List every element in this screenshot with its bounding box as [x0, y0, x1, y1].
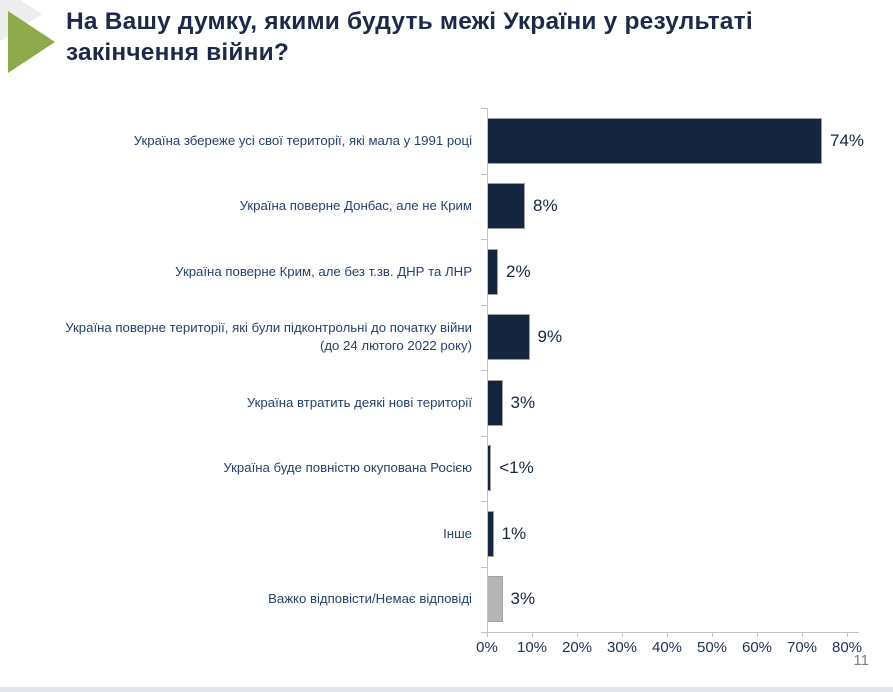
x-axis-label: 70% [786, 639, 818, 656]
y-axis-tick [481, 435, 487, 437]
y-axis-tick [481, 239, 487, 240]
value-label: 74% [830, 130, 865, 150]
x-axis-tick [487, 632, 488, 637]
x-axis-label: 30% [606, 639, 638, 656]
value-label: 8% [533, 196, 558, 216]
y-axis-tick [481, 566, 487, 568]
x-axis-label: 60% [741, 639, 773, 656]
bar [487, 117, 822, 164]
value-label: 3% [510, 392, 536, 412]
bar-row: Україна поверне території, які були підк… [65, 305, 870, 371]
bar-chart-rows: Україна збереже усі свої території, які … [65, 108, 870, 656]
category-label: Важко відповісти/Немає відповіді [268, 591, 472, 606]
y-axis-tick [481, 108, 487, 109]
x-axis-tick [532, 632, 533, 637]
x-axis-tick [667, 632, 668, 637]
x-axis-label: 10% [516, 639, 548, 656]
bar-track: 2% [487, 248, 870, 295]
bar-track: 3% [487, 576, 870, 623]
y-axis-tick [481, 173, 487, 175]
y-axis-tick [481, 632, 487, 633]
bar-track: 3% [487, 379, 870, 426]
accent-triangle-icon [8, 11, 55, 73]
category-label: Україна поверне території, які були підк… [65, 319, 472, 354]
bar-row: Важко відповісти/Немає відповіді 3% [65, 567, 870, 633]
page-number: 11 [853, 652, 869, 669]
category-label: Україна збереже усі свої території, які … [133, 132, 472, 148]
bar-track: <1% [487, 445, 870, 492]
x-axis-label: 80% [831, 639, 863, 656]
x-axis-tick [712, 632, 713, 637]
category-label: Україна буде повністю окупована Росією [223, 460, 472, 475]
x-axis-tick [622, 632, 623, 637]
x-axis-line [487, 632, 859, 633]
x-axis-label: 0% [476, 639, 498, 656]
bar-row: Україна втратить деякі нові території 3% [65, 370, 870, 436]
slide-bottom-edge [0, 687, 893, 692]
value-label: 2% [506, 261, 531, 281]
bar [487, 248, 498, 295]
x-axis-label: 20% [561, 639, 593, 656]
page-title: На Вашу думку, якими будуть межі України… [66, 8, 753, 67]
x-axis-tick [577, 632, 578, 637]
x-axis-tick [847, 632, 848, 637]
y-axis-tick [481, 501, 487, 502]
y-axis-tick [481, 304, 487, 306]
value-label: 1% [501, 523, 527, 543]
bar-track: 1% [487, 510, 870, 557]
x-axis-tick [802, 632, 803, 637]
category-label: Україна поверне Донбас, але не Крим [239, 198, 472, 213]
value-label: <1% [499, 458, 534, 478]
bar [487, 379, 503, 426]
bar-row: Україна поверне Донбас, але не Крим 8% [65, 174, 870, 240]
bar-row: Інше 1% [65, 501, 870, 567]
category-label: Україна втратить деякі нові території [246, 394, 472, 410]
y-axis-line [487, 108, 488, 632]
category-label: Інше [443, 525, 472, 541]
bar [487, 183, 525, 230]
bar-row: Україна поверне Крим, але без т.зв. ДНР … [65, 239, 870, 305]
bar-row: Україна збереже усі свої території, які … [65, 108, 870, 174]
x-axis-tick [757, 632, 758, 637]
bar-track: 8% [487, 183, 870, 230]
bar-row: Україна буде повністю окупована Росією <1… [65, 436, 870, 502]
bar [487, 576, 503, 623]
bar-chart: Україна збереже усі свої території, які … [65, 108, 870, 656]
y-axis-tick [481, 370, 487, 371]
x-axis-label: 50% [696, 639, 728, 656]
value-label: 9% [537, 327, 563, 347]
value-label: 3% [510, 589, 536, 609]
category-label: Україна поверне Крим, але без т.зв. ДНР … [175, 263, 472, 279]
bar-track: 74% [487, 117, 870, 164]
x-axis-label: 40% [651, 639, 683, 656]
bar [487, 314, 530, 361]
bar-track: 9% [487, 314, 870, 361]
